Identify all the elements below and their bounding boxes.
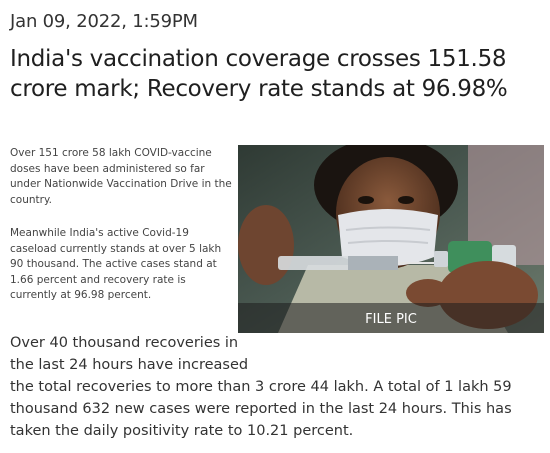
article-date: Jan 09, 2022, 1:59PM [10,11,198,32]
body-line-1: Over 40 thousand recoveries in [10,335,239,351]
body-line-2: the last 24 hours have increased [10,357,249,373]
lead-paragraph-1: Over 151 crore 58 lakh COVID-vaccine dos… [10,147,232,206]
article-headline: India's vaccination coverage crosses 151… [10,46,508,102]
body-rest: the total recoveries to more than 3 cror… [10,379,512,439]
body-paragraph: Over 40 thousand recoveries in the last … [10,332,550,442]
lead-paragraph-2: Meanwhile India's active Covid-19 caselo… [10,227,222,301]
caption-overlay [238,303,544,333]
article-photo: FILE PIC [238,145,544,333]
image-caption: FILE PIC [365,312,417,327]
